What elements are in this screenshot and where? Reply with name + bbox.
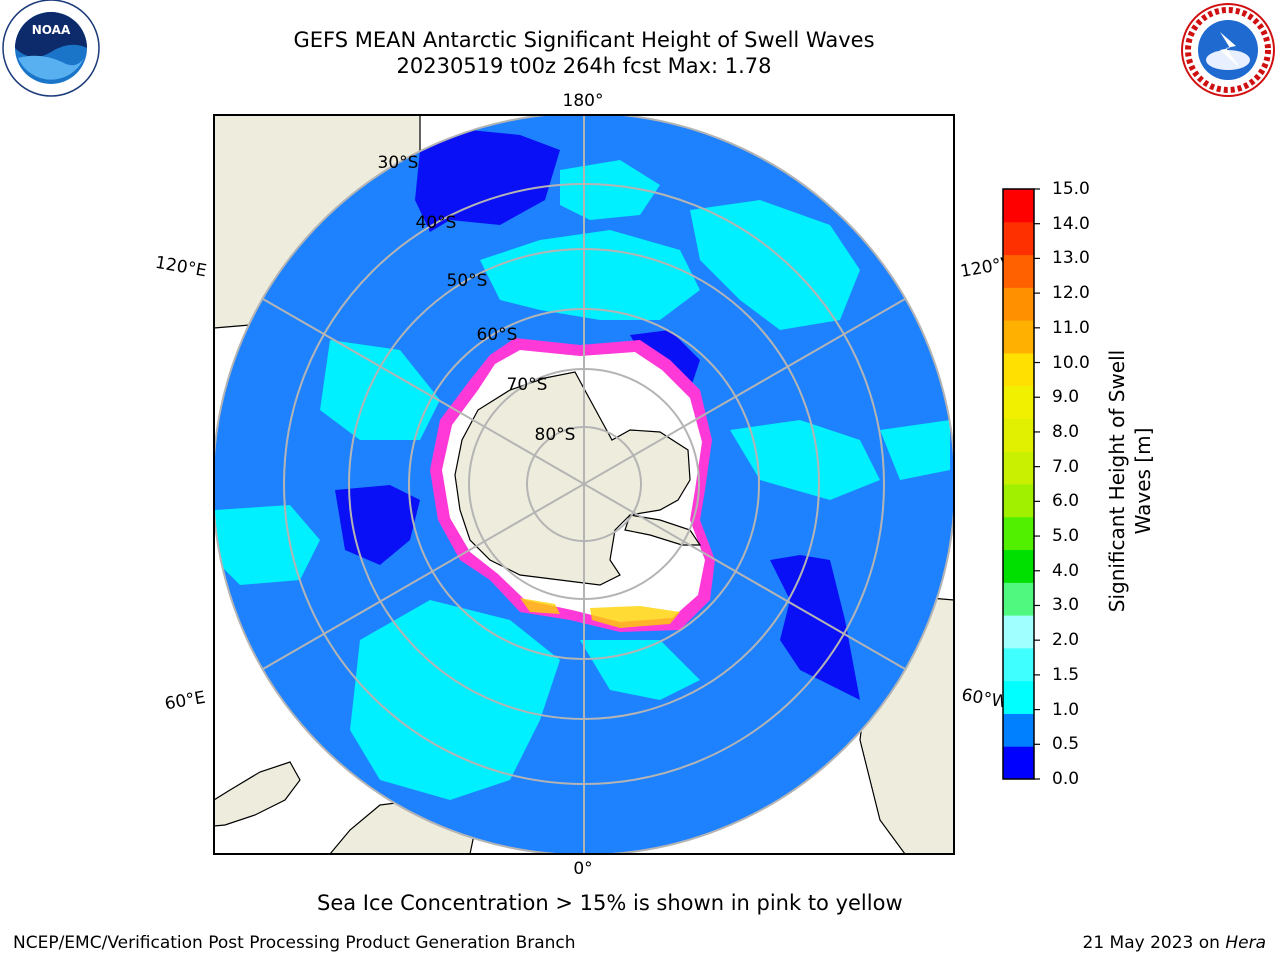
nws-logo [1181, 3, 1275, 97]
colorbar-frame [1002, 188, 1035, 780]
mid-swell-region [580, 640, 700, 700]
date-label: 21 May 2023 on [1082, 933, 1226, 953]
colorbar-tick-label: 15.0 [1052, 179, 1090, 199]
colorbar-segment [1003, 713, 1034, 747]
mid-swell-region [215, 505, 320, 585]
date-text: 21 May 2023 on Hera [1083, 932, 1267, 954]
thick-sea-ice [520, 598, 560, 614]
colorbar-tick-label: 1.0 [1052, 699, 1080, 720]
colorbar-tick-label: 5.0 [1052, 526, 1080, 547]
colorbar-tick-label: 2.0 [1052, 630, 1080, 651]
lat-label-70s: 70°S [507, 375, 548, 395]
colorbar-tick-label: 3.0 [1052, 595, 1080, 616]
graticule [214, 115, 954, 854]
colorbar-segment [1003, 484, 1034, 518]
colorbar-tick-label: 14.0 [1052, 213, 1090, 234]
map-frame [213, 114, 955, 855]
colorbar-segment [1003, 516, 1034, 551]
lat-label-40s: 40°S [416, 213, 457, 233]
colorbar-tick-label: 4.0 [1052, 560, 1080, 581]
mid-swell-region [480, 230, 700, 320]
madagascar-land [214, 761, 301, 827]
colorbar-segment [1003, 582, 1034, 616]
mid-swell-region [320, 340, 440, 440]
noaa-logo: NOAA [2, 0, 100, 97]
colorbar-segment [1003, 254, 1034, 288]
colorbar-segment [1003, 549, 1034, 583]
colorbar-tick-label: 0.0 [1052, 769, 1080, 789]
svg-text:NOAA: NOAA [32, 23, 71, 37]
mid-swell-region [690, 200, 860, 330]
lon-label-upper-left: 120°E [154, 253, 208, 282]
colorbar-segment [1003, 418, 1034, 452]
thick-sea-ice [590, 606, 680, 628]
colorbar-segment [1003, 352, 1034, 387]
colorbar-segment [1003, 385, 1034, 419]
colorbar-segment [1003, 647, 1034, 682]
credit-text: NCEP/EMC/Verification Post Processing Pr… [13, 933, 576, 953]
lat-label-60s: 60°S [477, 325, 518, 345]
host-name: Hera [1225, 933, 1266, 953]
colorbar-tick-label: 0.5 [1052, 734, 1080, 755]
lat-label-50s: 50°S [447, 271, 488, 291]
colorbar-label: Significant Height of Swell Waves [m] [1105, 349, 1155, 613]
colorbar-tick-label: 7.0 [1052, 456, 1080, 477]
sea-ice-note: Sea Ice Concentration > 15% is shown in … [317, 891, 903, 915]
lon-label-bottom: 0° [573, 859, 592, 879]
mid-swell-region [880, 420, 950, 480]
lon-label-lower-left: 60°E [163, 688, 207, 715]
colorbar-segment [1003, 287, 1034, 321]
colorbar-tick-label: 12.0 [1052, 283, 1090, 304]
colorbar-segment [1003, 221, 1034, 256]
colorbar-segment [1003, 615, 1034, 649]
mid-swell-region [730, 420, 880, 500]
colorbar-tick-label: 10.0 [1052, 352, 1090, 373]
colorbar [1002, 188, 1040, 780]
colorbar-segment [1003, 680, 1034, 714]
colorbar-segment [1003, 746, 1034, 780]
colorbar-segment [1003, 320, 1034, 354]
colorbar-tick-label: 9.0 [1052, 387, 1080, 408]
colorbar-tick-label: 1.5 [1052, 664, 1080, 685]
chart-title: GEFS MEAN Antarctic Significant Height o… [293, 28, 875, 52]
lat-label-80s: 80°S [535, 425, 576, 445]
lat-label-30s: 30°S [378, 153, 419, 173]
low-swell-region [415, 130, 560, 232]
colorbar-tick-label: 8.0 [1052, 421, 1080, 442]
mid-swell-region [350, 600, 560, 800]
colorbar-tick-label: 6.0 [1052, 491, 1080, 512]
colorbar-segment [1003, 451, 1034, 485]
colorbar-segment [1003, 189, 1034, 223]
chart-subtitle: 20230519 t00z 264h fcst Max: 1.78 [396, 54, 772, 78]
lon-label-top: 180° [563, 91, 604, 111]
colorbar-tick-label: 13.0 [1052, 248, 1090, 269]
colorbar-tick-label: 11.0 [1052, 317, 1090, 338]
